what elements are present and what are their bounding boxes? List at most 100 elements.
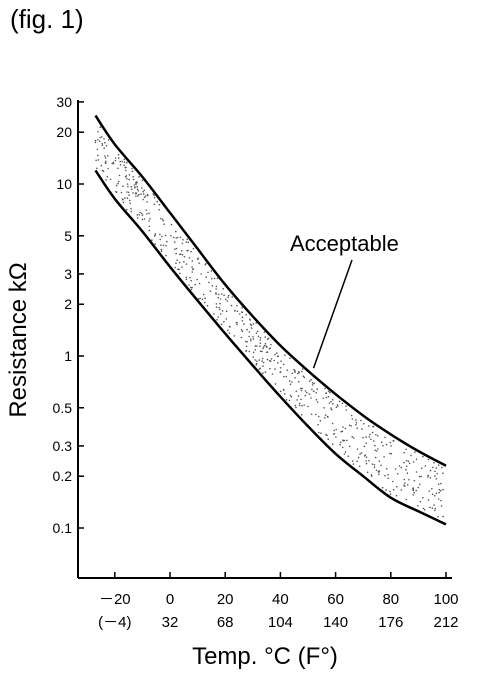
band-stipple-dot xyxy=(190,288,193,291)
band-stipple-dot xyxy=(427,499,430,501)
band-stipple-dot xyxy=(300,389,303,392)
band-stipple-dot xyxy=(387,473,389,476)
band-stipple-dot xyxy=(228,332,231,335)
band-stipple-dot xyxy=(400,466,403,469)
band-stipple-dot xyxy=(408,479,410,481)
band-stipple-dot xyxy=(135,182,137,184)
band-stipple-dot xyxy=(101,144,104,147)
band-stipple-dot xyxy=(256,360,258,363)
band-stipple-dot xyxy=(368,436,371,438)
band-stipple-dot xyxy=(217,316,219,318)
band-stipple-dot xyxy=(241,320,244,322)
band-stipple-dot xyxy=(320,432,322,435)
band-stipple-dot xyxy=(181,242,184,245)
band-stipple-dot xyxy=(336,404,339,406)
band-stipple-dot xyxy=(403,484,405,487)
band-stipple-dot xyxy=(178,268,180,271)
lower-limit-curve xyxy=(94,169,447,526)
band-stipple-dot xyxy=(301,370,303,373)
x-tick-label-celsius: 0 xyxy=(166,591,174,608)
band-stipple-dot xyxy=(424,465,427,467)
band-stipple-dot xyxy=(104,141,106,144)
band-stipple-dot xyxy=(220,323,223,326)
band-stipple-dot xyxy=(436,472,438,475)
band-stipple-dot xyxy=(339,443,341,446)
band-stipple-dot xyxy=(255,332,258,334)
band-stipple-dot xyxy=(442,488,444,491)
band-stipple-dot xyxy=(357,456,360,459)
band-stipple-dot xyxy=(215,303,218,305)
band-stipple-dot xyxy=(300,387,302,390)
band-stipple-dot xyxy=(136,214,139,216)
band-stipple-dot xyxy=(143,218,146,220)
band-stipple-dot xyxy=(205,276,207,278)
band-stipple-dot xyxy=(165,254,167,257)
band-stipple-dot xyxy=(359,453,361,455)
band-stipple-dot xyxy=(105,160,107,163)
band-stipple-dot xyxy=(249,319,251,321)
figure-label: (fig. 1) xyxy=(10,4,84,34)
band-stipple-dot xyxy=(264,336,267,338)
band-stipple-dot xyxy=(140,212,143,215)
band-stipple-dot xyxy=(148,225,151,228)
band-stipple-dot xyxy=(181,250,183,252)
band-stipple-dot xyxy=(182,239,184,241)
x-tick-label-fahrenheit: 176 xyxy=(378,614,403,631)
band-stipple-dot xyxy=(135,183,137,185)
band-stipple-dot xyxy=(148,229,150,232)
band-stipple-dot xyxy=(136,185,138,188)
band-stipple-dot xyxy=(164,234,167,237)
x-tick-label-celsius: 100 xyxy=(433,591,458,608)
band-stipple-dot xyxy=(304,394,307,397)
band-stipple-dot xyxy=(374,449,377,452)
band-stipple-dot xyxy=(190,286,192,289)
band-stipple-dot xyxy=(365,436,367,438)
band-stipple-dot xyxy=(158,203,161,206)
band-stipple-dot xyxy=(111,162,113,165)
band-stipple-dot xyxy=(221,310,224,312)
band-stipple-dot xyxy=(200,273,202,275)
band-stipple-dot xyxy=(227,296,229,299)
band-stipple-dot xyxy=(218,306,220,309)
band-stipple-dot xyxy=(383,456,385,458)
band-stipple-dot xyxy=(127,186,129,188)
band-stipple-dot xyxy=(146,213,148,215)
band-stipple-dot xyxy=(126,161,128,164)
x-ticks: －20 (－4) 0 32 20 68 40 104 60 140 80 176 100 212 xyxy=(98,572,459,631)
band-stipple-dot xyxy=(407,460,410,463)
band-stipple-dot xyxy=(254,349,257,351)
annotation-acceptable: Acceptable xyxy=(290,231,399,256)
band-stipple-dot xyxy=(248,335,250,338)
band-stipple-dot xyxy=(246,340,248,343)
band-stipple-dot xyxy=(121,198,124,200)
band-stipple-dot xyxy=(331,399,334,401)
band-stipple-dot xyxy=(271,373,274,375)
band-stipple-dot xyxy=(236,321,238,324)
band-stipple-dot xyxy=(238,313,241,315)
band-stipple-dot xyxy=(130,188,133,190)
band-stipple-dot xyxy=(191,266,193,269)
band-stipple-dot xyxy=(431,507,434,510)
band-stipple-dot xyxy=(435,492,438,495)
band-stipple-dot xyxy=(428,490,431,492)
band-stipple-dot xyxy=(327,438,330,441)
band-stipple-dot xyxy=(190,250,192,253)
y-axis-label: Resistance kΩ xyxy=(5,262,32,417)
band-stipple-dot xyxy=(295,390,298,393)
band-stipple-dot xyxy=(101,136,103,138)
band-stipple-dot xyxy=(98,140,101,142)
band-stipple-dot xyxy=(365,462,368,465)
band-stipple-dot xyxy=(307,405,309,408)
band-stipple-dot xyxy=(226,300,229,302)
band-stipple-dot xyxy=(412,488,415,491)
band-stipple-dot xyxy=(217,296,219,299)
band-stipple-dot xyxy=(99,136,101,139)
band-stipple-dot xyxy=(258,368,260,371)
band-stipple-dot xyxy=(126,208,128,211)
band-stipple-dot xyxy=(142,198,144,201)
band-stipple-dot xyxy=(288,380,291,382)
band-stipple-dot xyxy=(427,458,430,461)
band-stipple-dot xyxy=(311,388,313,391)
band-stipple-dot xyxy=(165,244,167,247)
band-stipple-dot xyxy=(252,323,255,325)
